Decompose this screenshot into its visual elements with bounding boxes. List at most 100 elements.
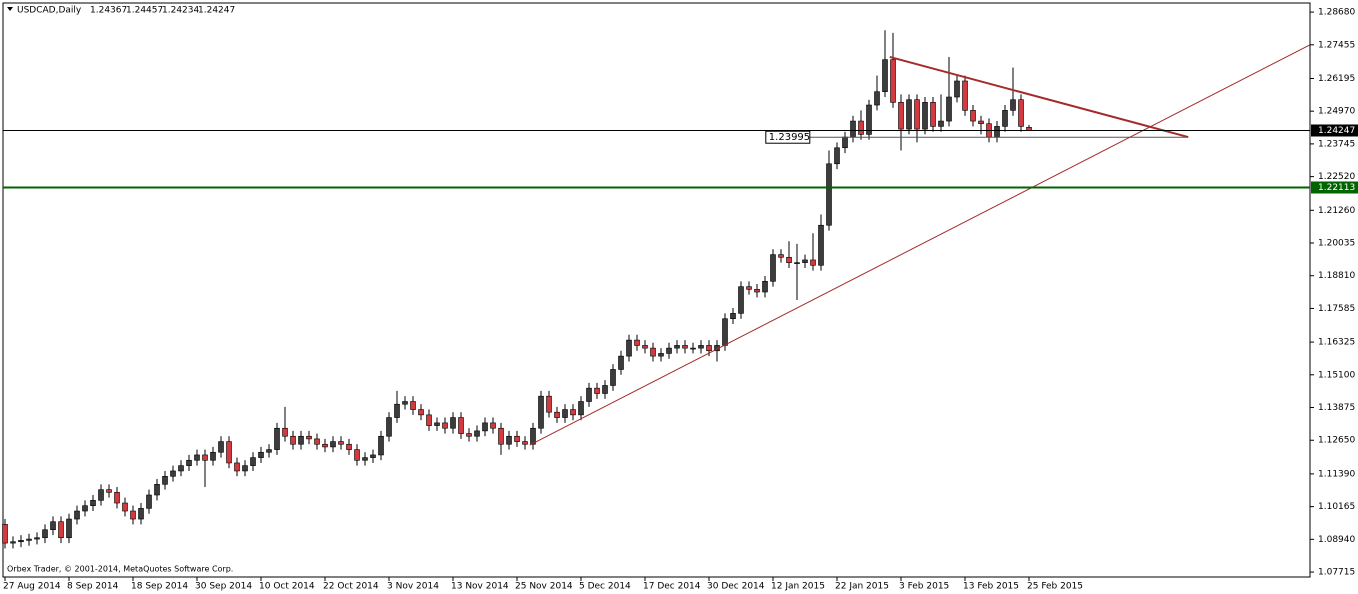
candle-body (138, 508, 144, 520)
y-tick-label: 1.17585 (1318, 304, 1355, 314)
candle-body (290, 435, 296, 445)
candle-body (394, 403, 400, 418)
menu-arrow (7, 7, 13, 11)
candle-body (362, 457, 368, 461)
candle-body (98, 489, 104, 501)
candle-body (922, 102, 928, 130)
candle-body (674, 345, 680, 349)
x-tick-label: 10 Oct 2014 (259, 582, 315, 592)
candle-body (10, 541, 16, 544)
candle-body (906, 99, 912, 130)
candle-body (586, 387, 592, 402)
candle-body (322, 443, 328, 448)
level-label-box (765, 130, 811, 144)
price-label: 1.24247 (1318, 126, 1355, 136)
trend-line (529, 44, 1311, 446)
candle-body (250, 457, 256, 466)
candle-body (234, 462, 240, 472)
candle-body (298, 435, 304, 445)
candle-body (74, 510, 80, 520)
open-label: 1.24367 (90, 6, 127, 16)
candle-body (2, 524, 8, 544)
x-tick-label: 13 Feb 2015 (963, 582, 1019, 592)
x-tick-label: 25 Nov 2014 (515, 582, 573, 592)
candle-body (34, 537, 40, 540)
candle-body (810, 259, 816, 266)
candle-body (434, 422, 440, 426)
candle-body (754, 289, 760, 293)
candle-body (786, 256, 792, 263)
y-tick-label: 1.15100 (1318, 370, 1355, 380)
candle-body (914, 99, 920, 130)
candle-body (130, 510, 136, 520)
footer: Orbex Trader, © 2001-2014, MetaQuotes So… (7, 565, 233, 574)
close-label: 1.24247 (198, 6, 235, 16)
candle-body (930, 102, 936, 127)
x-tick-label: 22 Oct 2014 (323, 582, 379, 592)
candle-body (186, 459, 192, 466)
candle-body (730, 313, 736, 320)
y-tick-label: 1.24970 (1318, 107, 1355, 117)
y-tick-label: 1.08940 (1318, 535, 1355, 545)
candle-body (1018, 99, 1024, 127)
candle-body (370, 454, 376, 458)
candle-body (1002, 110, 1008, 127)
candle-body (562, 409, 568, 418)
low-label: 1.24234 (162, 6, 199, 16)
candle-body (338, 441, 344, 445)
candle-body (954, 80, 960, 98)
candle-body (282, 427, 288, 437)
candle-body (82, 505, 88, 512)
y-tick-label: 1.21260 (1318, 206, 1355, 216)
price-label-box (1311, 124, 1358, 137)
candle-body (274, 427, 280, 450)
candle-body (570, 409, 576, 416)
candle-body (738, 286, 744, 314)
y-tick-label: 1.20035 (1318, 238, 1355, 248)
candle-body (162, 476, 168, 485)
candle-body (258, 451, 264, 458)
candle-body (698, 345, 704, 349)
candle-body (1010, 99, 1016, 111)
y-tick-label: 1.22520 (1318, 172, 1355, 182)
candle-body (626, 339, 632, 357)
candle-body (178, 465, 184, 472)
x-tick-label: 8 Sep 2014 (67, 582, 119, 592)
candle-body (306, 435, 312, 440)
candle-body (722, 318, 728, 346)
candle-body (490, 422, 496, 429)
x-tick-label: 18 Sep 2014 (131, 582, 188, 592)
candle-body (354, 449, 360, 461)
candle-body (818, 224, 824, 266)
candle-body (554, 411, 560, 418)
candle-body (498, 427, 504, 445)
candle-body (378, 435, 384, 456)
candle-body (762, 281, 768, 293)
y-tick-label: 1.26195 (1318, 74, 1355, 84)
candle-body (938, 120, 944, 127)
candle-body (122, 502, 128, 512)
x-tick-label: 3 Feb 2015 (899, 582, 949, 592)
candle-body (386, 417, 392, 437)
candle-body (442, 422, 448, 429)
candle-body (538, 395, 544, 429)
candle-body (266, 449, 272, 453)
candle-body (106, 489, 112, 493)
candle-body (426, 414, 432, 426)
candle-body (666, 347, 672, 354)
candle-body (994, 126, 1000, 138)
candle-body (514, 435, 520, 442)
y-tick-label: 1.12650 (1318, 436, 1355, 446)
candle-body (18, 540, 24, 543)
x-tick-label: 27 Aug 2014 (3, 582, 61, 592)
candle-body (50, 521, 56, 531)
y-tick-label: 1.11390 (1318, 469, 1355, 479)
candle-body (882, 59, 888, 92)
candle-body (170, 470, 176, 477)
candle-body (874, 91, 880, 106)
candle-body (826, 163, 832, 226)
plot-frame (2, 2, 1311, 578)
y-tick-label: 1.28680 (1318, 8, 1355, 18)
candle-body (962, 80, 968, 111)
